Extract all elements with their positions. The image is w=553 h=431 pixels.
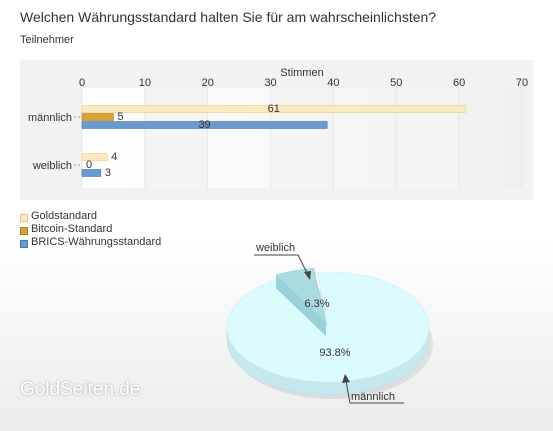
legend-swatch-gold	[20, 213, 28, 222]
legend-label-brics: BRICS-Währungsstandard	[31, 236, 162, 248]
y-category-label: weiblich	[32, 160, 72, 172]
bar-value-label: 39	[198, 119, 210, 131]
x-tick-label: 40	[327, 77, 339, 89]
legend-item-bitcoin[interactable]: Bitcoin-Standard	[20, 223, 161, 236]
x-tick-label: 20	[202, 77, 214, 89]
pie-value-label: 93.8%	[319, 347, 350, 359]
legend-item-gold[interactable]: Goldstandard	[20, 210, 161, 223]
bar-value-label: 5	[117, 111, 123, 123]
watermark-logo: GoldSeiten.de	[20, 379, 141, 400]
pie-slice-männlich[interactable]	[226, 271, 430, 383]
grid-band	[270, 88, 334, 188]
x-tick-label: 30	[264, 77, 276, 89]
y-category-label: männlich	[28, 112, 72, 124]
x-tick-label: 70	[516, 77, 528, 89]
grid-band	[144, 88, 208, 188]
chart-title: Welchen Währungsstandard halten Sie für …	[20, 9, 437, 25]
grid-band	[396, 88, 460, 188]
bar-bitcoin-standard[interactable]	[81, 113, 114, 121]
bar-value-label: 4	[111, 151, 117, 163]
legend-label-gold: Goldstandard	[31, 210, 98, 222]
bar-value-label: 61	[268, 103, 280, 115]
pie-callout-line	[345, 380, 404, 404]
bar-value-label: 0	[86, 159, 92, 171]
legend-item-brics[interactable]: BRICS-Währungsstandard	[20, 236, 161, 249]
pie-callout-line	[254, 254, 309, 276]
pie-chart: 93.8% 6.3% weiblich männlich	[226, 242, 433, 404]
pie-slice-weiblich[interactable]	[275, 268, 327, 324]
legend-label-bitcoin: Bitcoin-Standard	[31, 223, 113, 235]
chart-subtitle: Teilnehmer	[20, 34, 74, 46]
legend-swatch-bitcoin	[20, 226, 28, 235]
pie-callout-label: männlich	[351, 391, 395, 403]
pie-slice-side-weiblich	[276, 275, 326, 336]
bar-chart: Stimmen 0 10 20 30 40 50 60 70 männlichweiblich…	[20, 60, 533, 200]
pie-value-label: 6.3%	[304, 298, 329, 310]
legend-swatch-brics	[20, 239, 28, 248]
bar-goldstandard[interactable]	[81, 153, 108, 161]
bar-brics-w-hrungsstandard[interactable]	[81, 121, 328, 129]
pie-callout-label: weiblich	[255, 242, 295, 254]
x-tick-label: 10	[139, 77, 151, 89]
x-tick-label: 60	[453, 77, 465, 89]
pie-callout-arrow	[304, 271, 311, 280]
x-axis-title: Stimmen	[280, 67, 323, 79]
x-tick-label: 50	[390, 77, 402, 89]
pie-callout-arrow	[342, 374, 350, 383]
bar-brics-w-hrungsstandard[interactable]	[81, 169, 102, 177]
legend: Goldstandard Bitcoin-Standard BRICS-Währ…	[20, 210, 161, 249]
bar-value-label: 3	[105, 167, 111, 179]
bar-goldstandard[interactable]	[81, 105, 466, 113]
x-tick-label: 0	[79, 77, 85, 89]
